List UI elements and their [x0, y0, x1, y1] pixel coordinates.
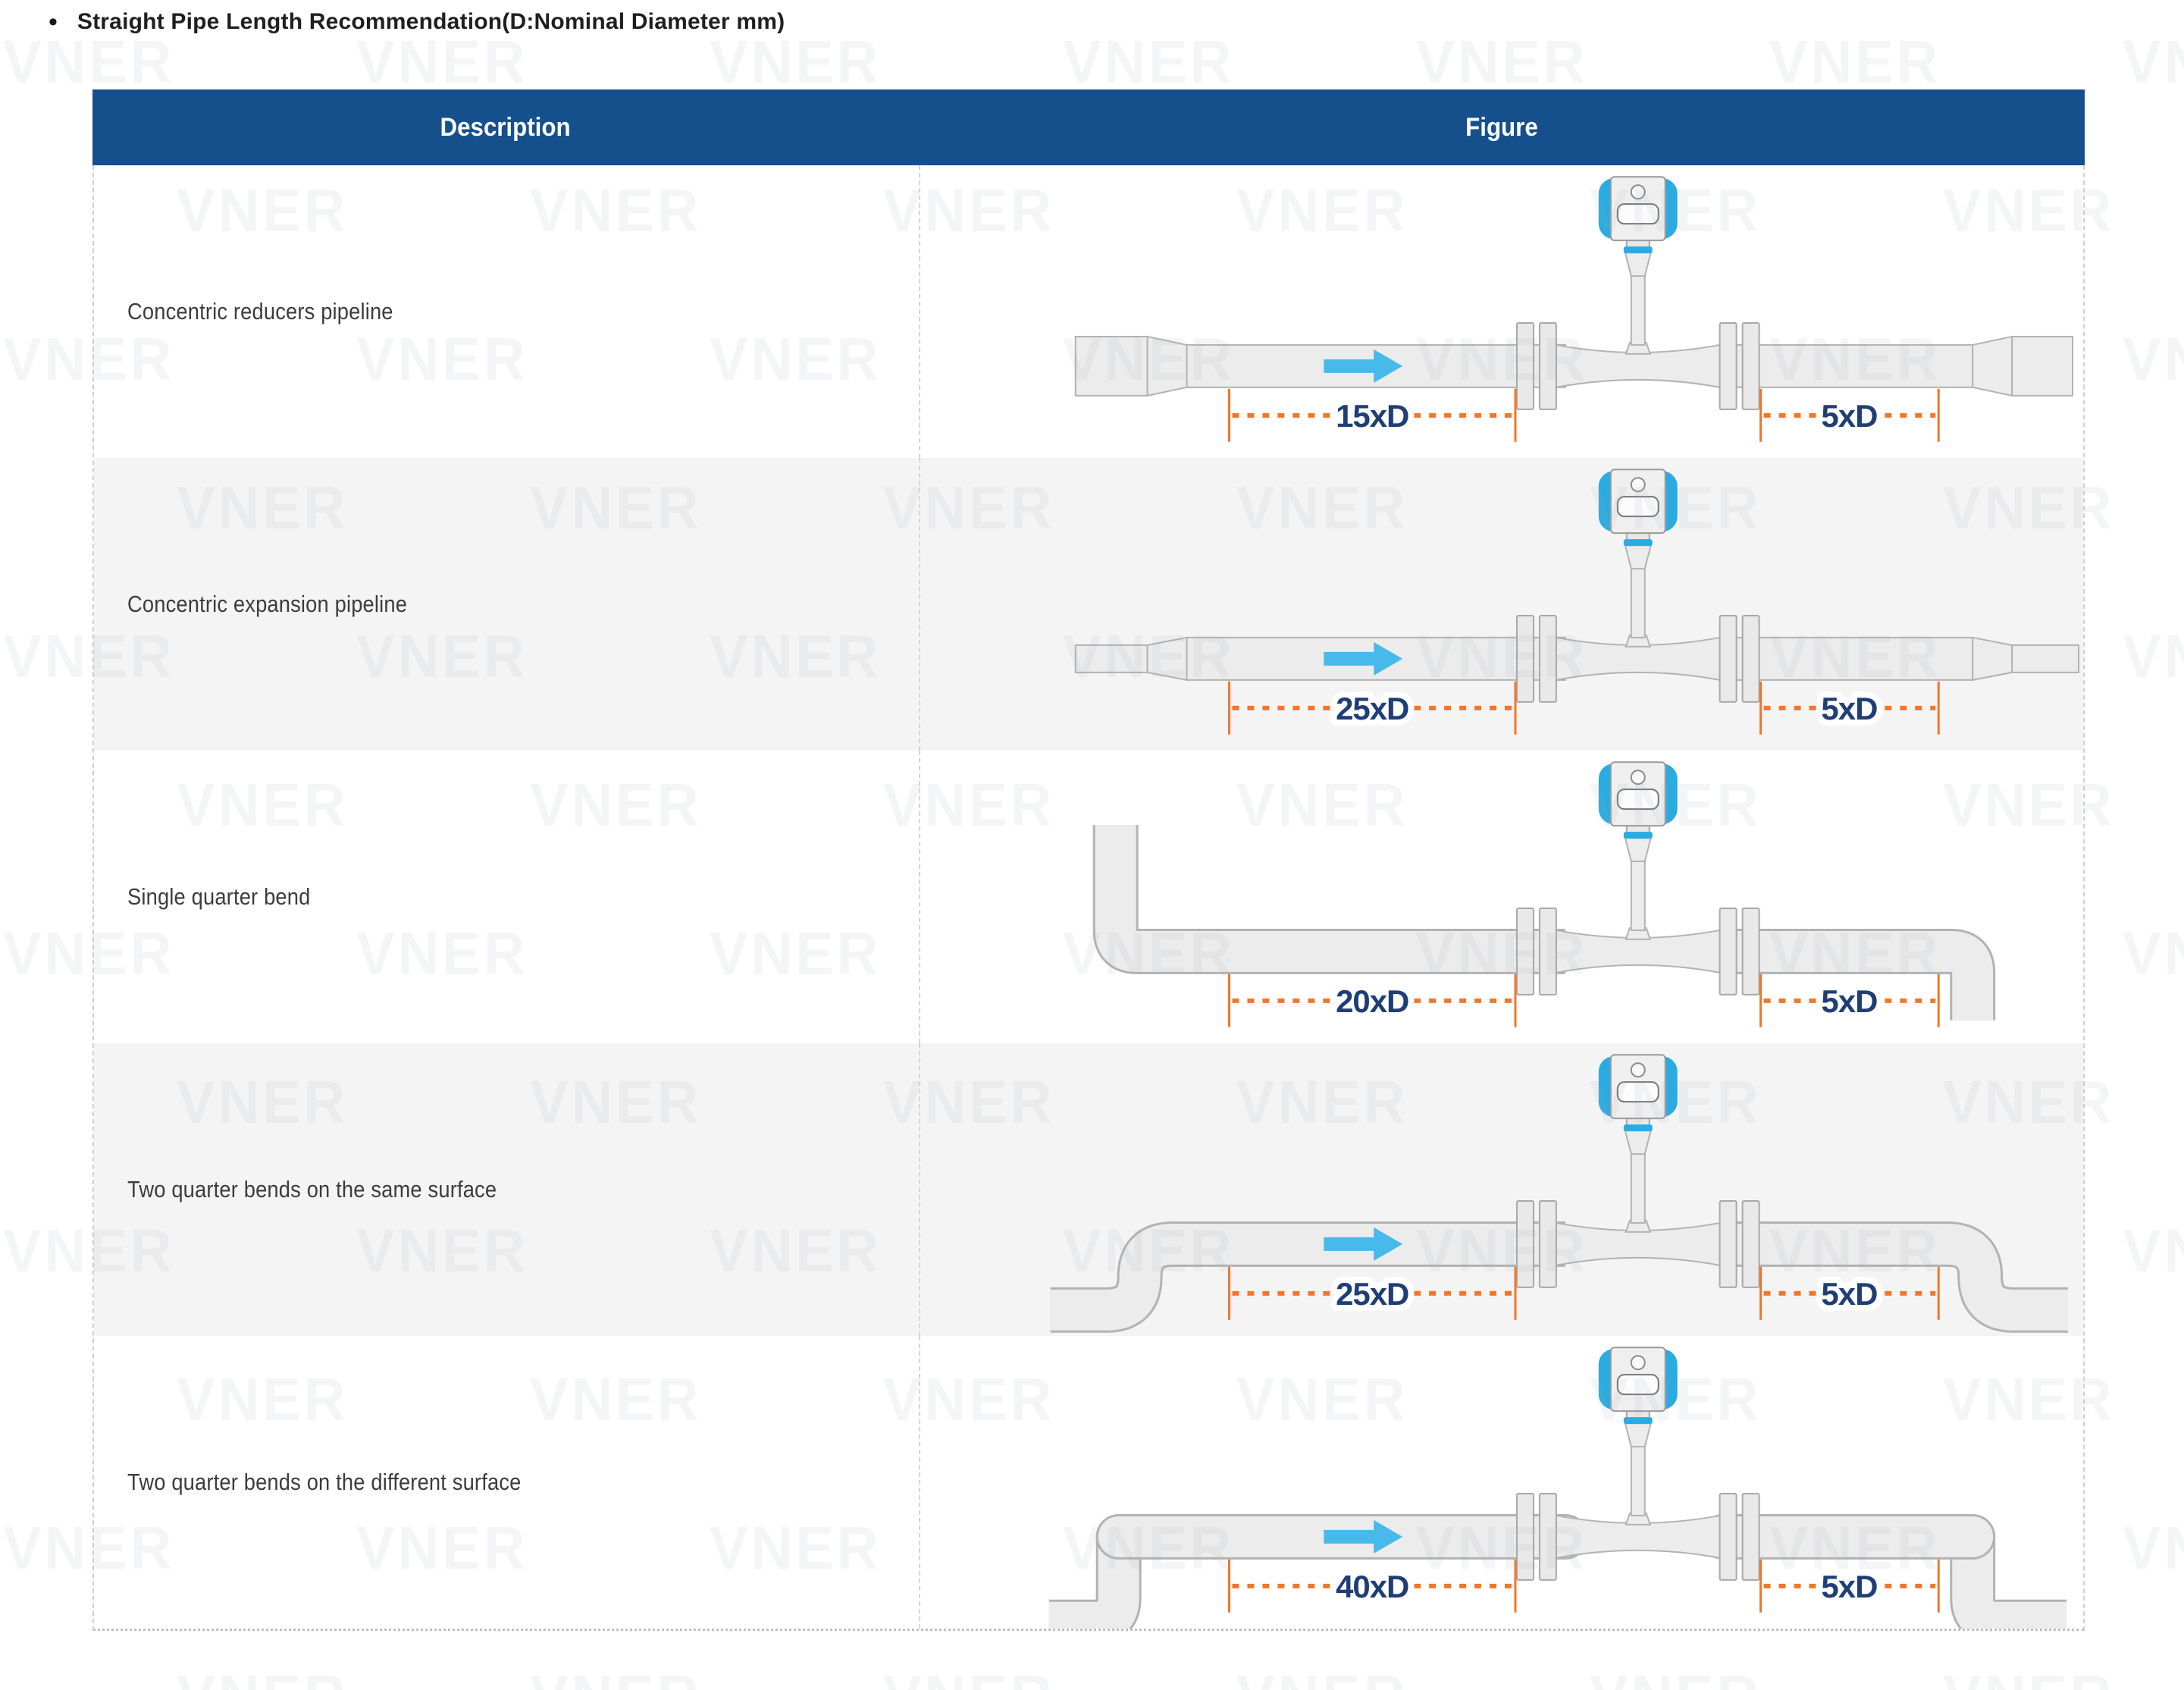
watermark-text: VNER: [1236, 1662, 1408, 1690]
description-text: Two quarter bends on the different surfa…: [127, 1469, 522, 1495]
description-cell: Single quarter bend: [94, 751, 920, 1043]
downstream-length-label: 5xD: [1821, 1276, 1877, 1312]
upstream-length-label: 25xD: [1336, 1276, 1408, 1312]
downstream-dimension: 5xD: [1759, 388, 1940, 442]
watermark-text: VNER: [3, 28, 175, 96]
downstream-length-label: 5xD: [1821, 691, 1877, 726]
watermark-text: VNER: [1769, 28, 1941, 96]
downstream-dimension: 5xD: [1759, 1559, 1940, 1613]
watermark-text: VNER: [2123, 622, 2184, 690]
pipeline: [1050, 1221, 2069, 1333]
watermark-text: VNER: [2123, 920, 2184, 987]
upstream-length-label: 20xD: [1336, 983, 1408, 1019]
downstream-length-label: 5xD: [1821, 398, 1877, 434]
watermark-text: VNER: [710, 28, 882, 96]
watermark-text: VNER: [1943, 1662, 2114, 1690]
column-header-description: Description: [440, 112, 572, 142]
straight-pipe-length-table: Description Figure Concentric reducers p…: [92, 89, 2085, 1631]
single-quarter-bend-figure: 20xD 5xD: [1092, 761, 1996, 1027]
upstream-length-label: 25xD: [1336, 691, 1408, 726]
flowmeter-icon: [1515, 761, 1760, 996]
watermark-text: VNER: [2123, 325, 2184, 393]
watermark-text: VNER: [1416, 28, 1588, 96]
flowmeter-icon: [1515, 176, 1760, 410]
description-cell: Concentric reducers pipeline: [94, 165, 920, 458]
description-cell: Concentric expansion pipeline: [94, 458, 920, 751]
table-header-row: Description Figure: [92, 89, 2085, 165]
downstream-dimension: 5xD: [1759, 681, 1940, 735]
watermark-text: VNER: [177, 1662, 348, 1690]
upstream-dimension: 25xD: [1227, 1266, 1517, 1320]
upstream-length-label: 15xD: [1336, 398, 1408, 434]
watermark-text: VNER: [1590, 1662, 1761, 1690]
downstream-dimension: 5xD: [1759, 974, 1940, 1027]
figure-cell: 40xD 5xD: [920, 1336, 2083, 1629]
downstream-length-label: 5xD: [1821, 1569, 1877, 1604]
description-text: Single quarter bend: [127, 883, 311, 910]
figure-cell: 20xD 5xD: [920, 751, 2083, 1043]
description-cell: Two quarter bends on the different surfa…: [94, 1336, 920, 1629]
description-cell: Two quarter bends on the same surface: [94, 1043, 920, 1336]
upstream-dimension: 25xD: [1227, 681, 1517, 735]
upstream-dimension: 40xD: [1227, 1559, 1517, 1613]
watermark-text: VNER: [1063, 28, 1235, 96]
figure-cell: 25xD 5xD: [920, 458, 2083, 751]
upstream-dimension: 20xD: [1227, 974, 1517, 1027]
document-title-row: • Straight Pipe Length Recommendation(D:…: [49, 9, 785, 35]
figure-cell: 15xD 5xD: [920, 165, 2083, 458]
table-row: Concentric expansion pipeline: [94, 458, 2083, 751]
concentric-reducers-figure: 15xD 5xD: [1074, 176, 2074, 442]
flowmeter-icon: [1515, 469, 1760, 703]
column-header-figure: Figure: [1465, 112, 1538, 142]
concentric-expansion-figure: 25xD 5xD: [1074, 469, 2080, 735]
description-text: Concentric reducers pipeline: [127, 298, 393, 325]
description-text: Two quarter bends on the same surface: [127, 1176, 497, 1202]
watermark-text: VNER: [530, 1662, 701, 1690]
page-title: Straight Pipe Length Recommendation(D:No…: [77, 9, 785, 34]
table-row: Two quarter bends on the different surfa…: [94, 1336, 2083, 1629]
table-row: Two quarter bends on the same surface 25…: [94, 1043, 2083, 1336]
watermark-text: VNER: [883, 1662, 1054, 1690]
watermark-text: VNER: [2123, 1217, 2184, 1284]
figure-cell: 25xD 5xD: [920, 1043, 2083, 1336]
watermark-text: VNER: [2123, 1514, 2184, 1582]
two-quarter-bends-different-surface-figure: 40xD 5xD: [1048, 1347, 2067, 1629]
table-row: Single quarter bend 20xD: [94, 751, 2083, 1043]
pipeline: [1092, 825, 1996, 1021]
upstream-dimension: 15xD: [1227, 388, 1517, 442]
title-bullet: •: [49, 8, 58, 36]
downstream-dimension: 5xD: [1759, 1266, 1940, 1320]
flowmeter-icon: [1515, 1347, 1760, 1581]
upstream-length-label: 40xD: [1336, 1569, 1408, 1604]
description-text: Concentric expansion pipeline: [127, 591, 408, 617]
watermark-text: VNER: [2123, 28, 2184, 96]
table-row: Concentric reducers pipeline: [94, 165, 2083, 458]
downstream-length-label: 5xD: [1821, 983, 1877, 1019]
watermark-text: VNER: [356, 28, 528, 96]
flowmeter-icon: [1515, 1054, 1760, 1288]
two-quarter-bends-same-surface-figure: 25xD 5xD: [1050, 1054, 2069, 1333]
